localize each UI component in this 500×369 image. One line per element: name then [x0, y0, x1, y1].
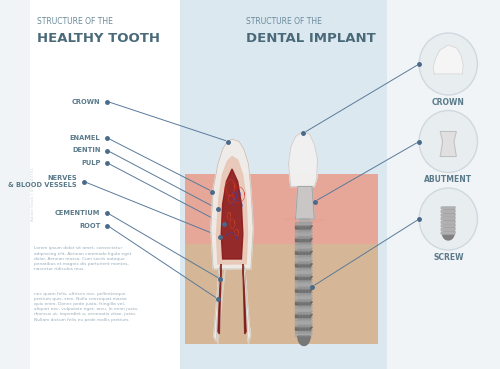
Text: ABUTMENT: ABUTMENT [424, 176, 472, 184]
Text: DENTIN: DENTIN [72, 148, 101, 154]
Polygon shape [441, 221, 456, 223]
Circle shape [419, 33, 478, 95]
Polygon shape [296, 321, 312, 324]
Polygon shape [296, 226, 312, 229]
Circle shape [419, 188, 478, 250]
Text: CROWN: CROWN [432, 98, 464, 107]
Polygon shape [441, 211, 456, 213]
Polygon shape [296, 254, 312, 257]
Polygon shape [442, 234, 454, 240]
Polygon shape [441, 207, 456, 209]
Text: STRUCTURE OF THE: STRUCTURE OF THE [37, 17, 113, 25]
Polygon shape [216, 156, 248, 264]
Polygon shape [296, 248, 312, 251]
Polygon shape [296, 314, 312, 318]
Polygon shape [296, 311, 312, 314]
Polygon shape [218, 264, 221, 334]
Polygon shape [296, 223, 312, 226]
Polygon shape [214, 266, 220, 341]
Polygon shape [296, 289, 312, 292]
Text: DENTAL IMPLANT: DENTAL IMPLANT [246, 31, 376, 45]
Polygon shape [296, 333, 312, 337]
Polygon shape [296, 327, 312, 330]
Polygon shape [296, 238, 312, 242]
Polygon shape [243, 264, 246, 334]
Polygon shape [296, 273, 312, 276]
Polygon shape [298, 337, 310, 345]
Text: PULP: PULP [81, 160, 100, 166]
Polygon shape [433, 45, 464, 74]
Polygon shape [244, 266, 250, 341]
Polygon shape [296, 245, 312, 248]
Polygon shape [296, 261, 312, 264]
Text: NERVES
& BLOOD VESSELS: NERVES & BLOOD VESSELS [8, 175, 77, 188]
FancyBboxPatch shape [180, 0, 387, 369]
Polygon shape [296, 235, 312, 238]
Text: SCREW: SCREW [433, 253, 464, 262]
Text: ROOT: ROOT [79, 223, 100, 228]
Polygon shape [296, 232, 312, 235]
FancyBboxPatch shape [30, 0, 256, 369]
Text: STRUCTURE OF THE: STRUCTURE OF THE [246, 17, 322, 25]
FancyBboxPatch shape [185, 174, 378, 344]
Polygon shape [296, 264, 312, 267]
Polygon shape [244, 269, 251, 344]
Polygon shape [221, 169, 243, 259]
Polygon shape [288, 131, 318, 186]
Polygon shape [296, 324, 312, 327]
Polygon shape [296, 286, 312, 289]
Polygon shape [441, 225, 456, 227]
Text: ENAMEL: ENAMEL [70, 135, 100, 141]
Polygon shape [296, 299, 312, 301]
Polygon shape [288, 131, 318, 186]
Polygon shape [440, 131, 456, 156]
Text: Lorem ipsum dolor sit amet, consectetur
adipiscing elit. Aenean commodo ligula e: Lorem ipsum dolor sit amet, consectetur … [34, 246, 131, 271]
Polygon shape [296, 186, 314, 219]
Polygon shape [296, 301, 312, 305]
Polygon shape [296, 270, 312, 273]
Polygon shape [299, 219, 311, 227]
Polygon shape [296, 295, 312, 299]
Polygon shape [296, 251, 312, 254]
Polygon shape [296, 257, 312, 261]
Polygon shape [216, 269, 225, 344]
Polygon shape [441, 218, 456, 220]
Circle shape [419, 110, 478, 172]
Polygon shape [296, 305, 312, 308]
Polygon shape [211, 139, 253, 269]
Polygon shape [296, 241, 312, 245]
Polygon shape [441, 214, 456, 216]
Text: nec quam felis, ultrices nec, pellentesque
pretium quis, sem. Nulla consequat ma: nec quam felis, ultrices nec, pellentesq… [34, 292, 138, 321]
Text: CROWN: CROWN [72, 99, 101, 104]
Polygon shape [296, 292, 312, 295]
Polygon shape [296, 279, 312, 283]
Polygon shape [296, 317, 312, 321]
Polygon shape [296, 283, 312, 286]
Polygon shape [442, 207, 454, 234]
Polygon shape [296, 229, 312, 232]
Polygon shape [298, 227, 310, 337]
Polygon shape [296, 276, 312, 280]
FancyBboxPatch shape [185, 244, 378, 344]
FancyBboxPatch shape [387, 0, 500, 369]
Polygon shape [441, 228, 456, 230]
Text: CEMENTIUM: CEMENTIUM [55, 210, 100, 216]
Text: HEALTHY TOOTH: HEALTHY TOOTH [37, 31, 160, 45]
Polygon shape [296, 308, 312, 311]
Text: Adobe Stock | #50643751: Adobe Stock | #50643751 [31, 167, 35, 221]
Polygon shape [296, 267, 312, 270]
Polygon shape [441, 232, 456, 234]
Polygon shape [296, 330, 312, 333]
